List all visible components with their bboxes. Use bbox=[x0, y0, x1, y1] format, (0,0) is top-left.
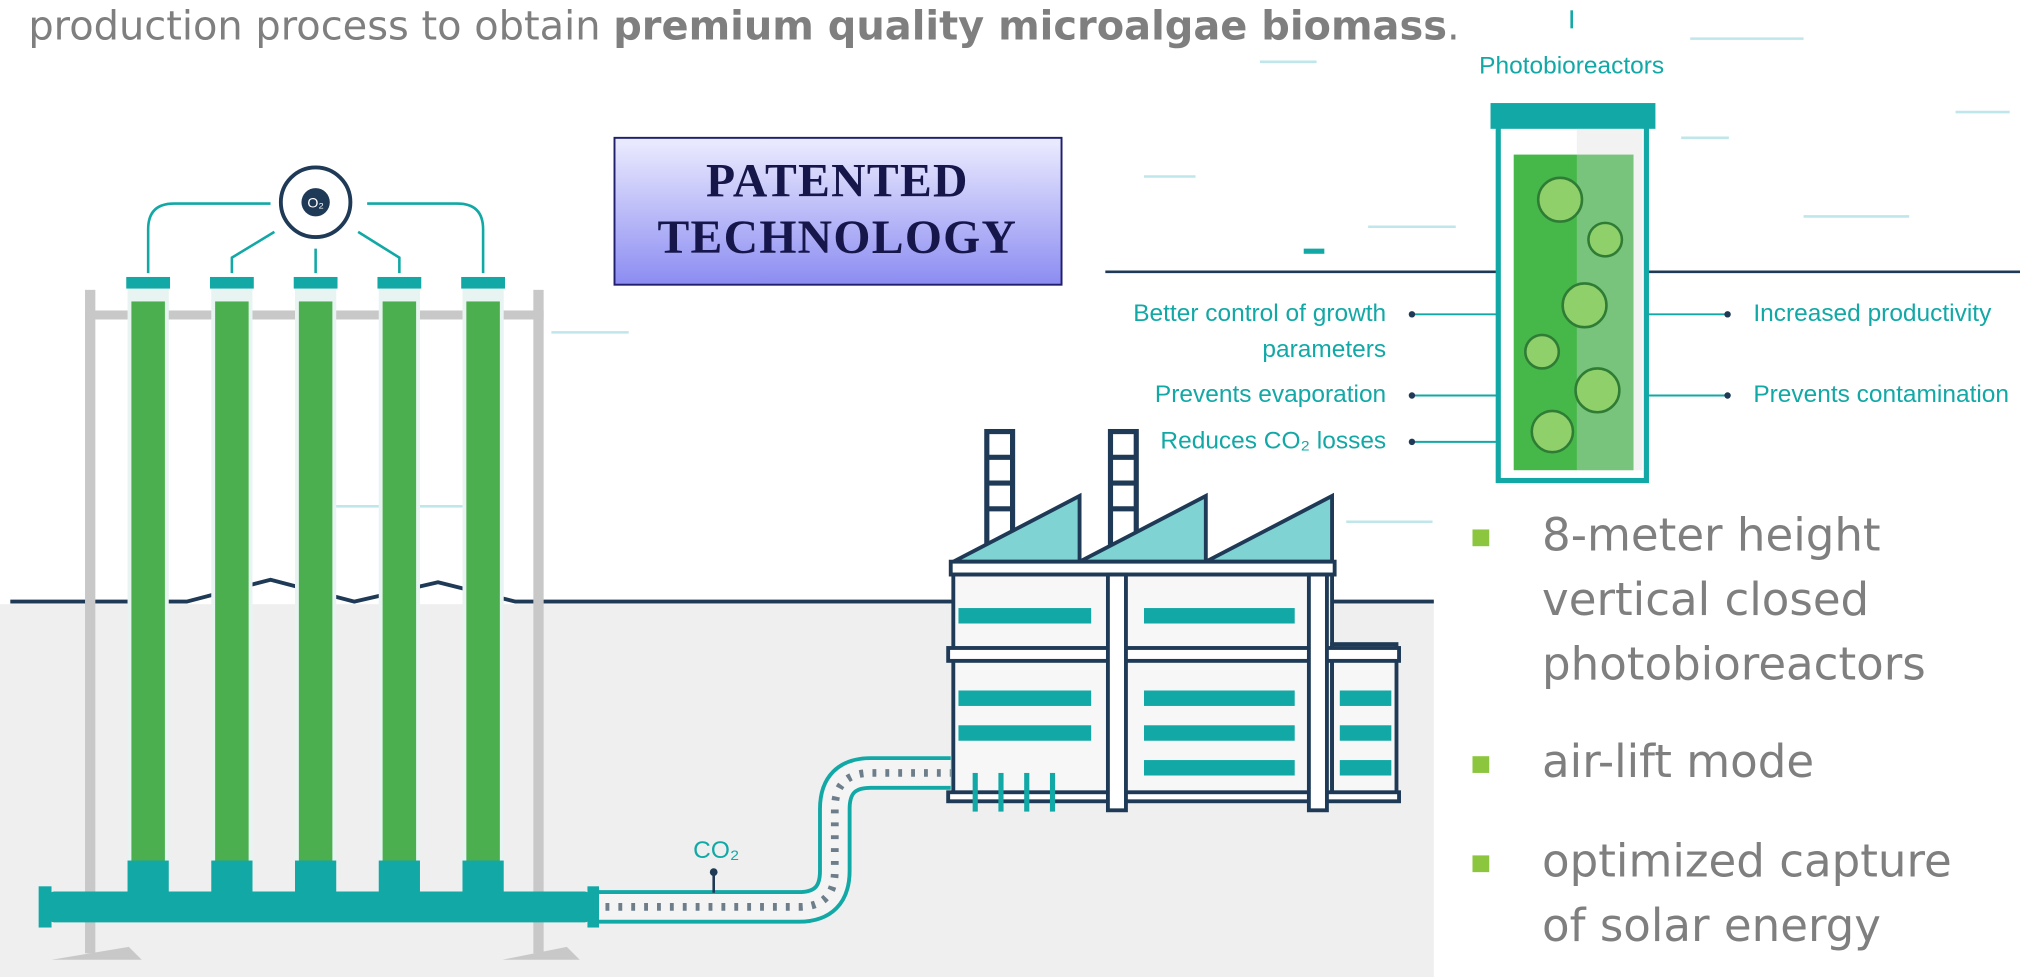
feature-label: parameters bbox=[1262, 336, 1386, 363]
column-cap bbox=[126, 277, 170, 289]
connector-dot bbox=[1409, 392, 1415, 398]
manifold-end bbox=[39, 886, 52, 927]
o2-arrow bbox=[232, 232, 275, 273]
column-base bbox=[295, 861, 336, 894]
badge-text: TECHNOLOGY bbox=[657, 212, 1017, 264]
bullet-text: of solar energy bbox=[1542, 899, 1881, 952]
feature-label: Increased productivity bbox=[1753, 300, 1992, 327]
o2-arrow bbox=[148, 204, 270, 274]
bullet-marker bbox=[1472, 529, 1489, 546]
column-cap bbox=[377, 277, 421, 289]
intro-text: production process to obtain bbox=[28, 3, 613, 49]
column-algae bbox=[131, 301, 164, 868]
intro-bold: premium quality microalgae biomass bbox=[613, 3, 1447, 49]
column-base bbox=[128, 861, 169, 894]
feature-label: Reduces CO₂ losses bbox=[1160, 427, 1386, 454]
co2-label: CO₂ bbox=[693, 837, 739, 864]
manifold bbox=[49, 891, 590, 922]
pipe-flange bbox=[587, 886, 599, 927]
o2-arrow bbox=[367, 204, 483, 274]
connector-dot bbox=[1724, 392, 1730, 398]
column-base bbox=[211, 861, 252, 894]
column-cap bbox=[210, 277, 254, 289]
column-base bbox=[462, 861, 503, 894]
column-algae bbox=[299, 301, 332, 868]
badge-text: PATENTED bbox=[706, 155, 969, 207]
connector-dot bbox=[1409, 311, 1415, 317]
column-base bbox=[379, 861, 420, 894]
slide: O₂ bbox=[0, 0, 2020, 977]
decor bbox=[1304, 249, 1325, 254]
feature-label: Prevents contamination bbox=[1753, 381, 2009, 408]
bullet-text: 8-meter height bbox=[1542, 508, 1881, 561]
bullet-marker bbox=[1472, 855, 1489, 872]
intro-text: production process to obtain premium qua… bbox=[28, 3, 1459, 49]
feature-label: Better control of growth bbox=[1133, 300, 1386, 327]
intro-text: . bbox=[1447, 3, 1460, 49]
photobioreactor bbox=[1491, 103, 1656, 480]
panel-title: Photobioreactors bbox=[1479, 52, 1664, 79]
o2-label: O₂ bbox=[307, 195, 324, 211]
column-algae bbox=[466, 301, 499, 868]
bullet-marker bbox=[1472, 756, 1489, 773]
feature-label: Prevents evaporation bbox=[1155, 381, 1386, 408]
bullet-text: vertical closed bbox=[1542, 573, 1869, 626]
bullet-text: air-lift mode bbox=[1542, 735, 1814, 788]
connector-dot bbox=[1724, 311, 1730, 317]
factory bbox=[948, 432, 1399, 812]
bullet-text: photobioreactors bbox=[1542, 637, 1926, 690]
connector-dot bbox=[710, 868, 718, 876]
column-cap bbox=[461, 277, 505, 289]
connector-dot bbox=[1409, 439, 1415, 445]
bullet-text: optimized capture bbox=[1542, 834, 1952, 887]
column-cap bbox=[294, 277, 338, 289]
column-algae bbox=[215, 301, 248, 868]
column-algae bbox=[383, 301, 416, 868]
o2-arrow bbox=[358, 232, 399, 273]
